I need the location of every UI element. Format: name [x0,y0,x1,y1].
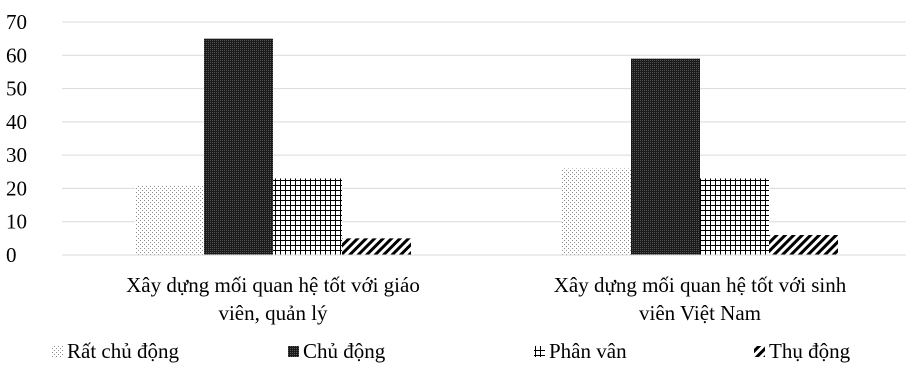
bar [273,178,342,255]
category-labels: Xây dựng mối quan hệ tốt với giáo viên, q… [126,273,847,325]
legend-swatch [52,346,63,357]
y-tick-label: 0 [6,243,17,267]
legend-swatch [288,346,299,357]
bar [700,178,769,255]
bar [204,38,273,256]
y-tick-label: 50 [6,77,27,101]
y-axis-tick-labels: 0 10 20 30 40 50 60 70 [6,10,27,267]
category-label: viên, quản lý [218,301,328,325]
y-tick-label: 70 [6,10,27,34]
y-tick-label: 60 [6,43,27,67]
bar [631,58,700,255]
bars [135,38,838,256]
legend-label: Chủ động [303,339,386,363]
y-tick-label: 40 [6,110,27,134]
category-label: Xây dựng mối quan hệ tốt với giáo [126,273,420,297]
category-label: viên Việt Nam [639,301,761,325]
legend-label: Phân vân [549,339,627,363]
legend-label: Thụ động [769,339,851,363]
legend: Rất chủ động Chủ động Phân vân Thụ động [52,339,851,363]
y-tick-label: 30 [6,143,27,167]
category-label: Xây dựng mối quan hệ tốt với sinh [554,273,847,297]
bar [135,185,204,255]
legend-swatch [534,346,545,357]
y-tick-label: 10 [6,210,27,234]
bar [562,168,631,255]
legend-label: Rất chủ động [67,339,179,363]
legend-swatch [754,346,765,357]
bar [769,235,838,255]
bar [342,238,411,255]
y-tick-label: 20 [6,176,27,200]
